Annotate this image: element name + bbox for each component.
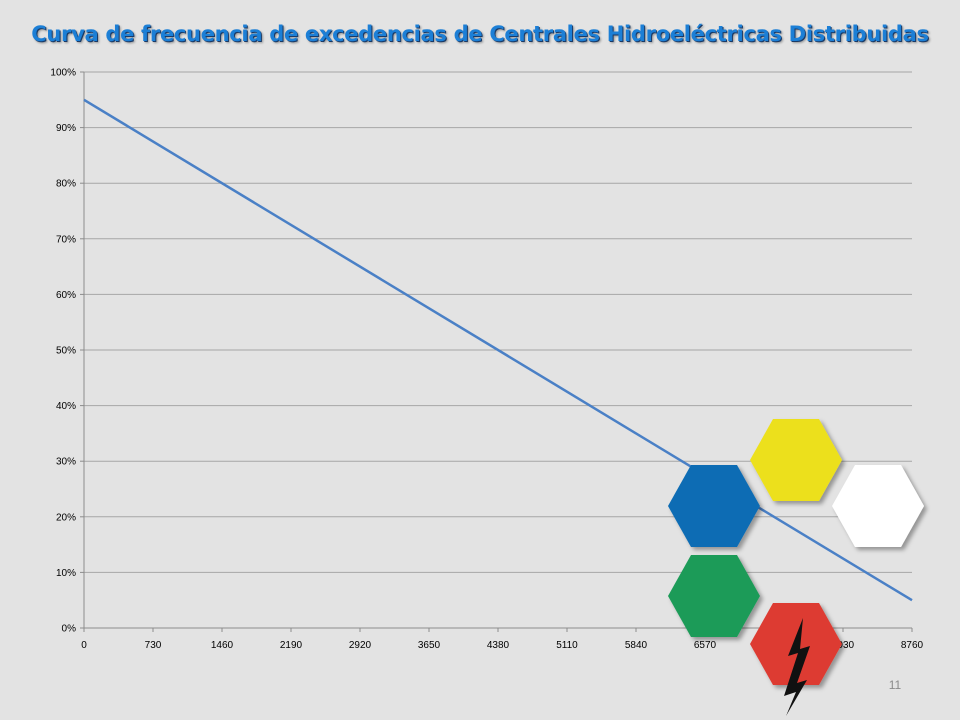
slide-number: 11 <box>888 678 902 692</box>
x-tick-label: 1460 <box>211 640 234 651</box>
x-tick-label: 730 <box>145 640 162 651</box>
x-tick-label: 2920 <box>349 640 372 651</box>
y-tick-label: 50% <box>56 346 76 357</box>
lightning-bolt-icon <box>784 618 810 716</box>
y-tick-label: 20% <box>56 512 76 523</box>
y-tick-labels: 0% 10% 20% 30% 40% 50% 60% 70% 80% 90% 100% <box>50 68 76 635</box>
y-tick-label: 30% <box>56 457 76 468</box>
x-tick-label: 8760 <box>901 640 924 651</box>
slide-title: Curva de frecuencia de excedencias de Ce… <box>31 22 929 46</box>
y-tick-label: 80% <box>56 179 76 190</box>
x-tick-label: 5110 <box>556 640 578 651</box>
x-tick-label: 4380 <box>487 640 510 651</box>
x-tick-label: 2190 <box>280 640 303 651</box>
x-tick-label: 5840 <box>625 640 648 651</box>
hexagon-cluster-lightning-logo <box>668 419 924 716</box>
hex-yellow <box>750 419 842 501</box>
series-line <box>83 98 913 602</box>
y-tick-label: 100% <box>50 68 76 79</box>
x-tick-label: 8030 <box>832 640 855 651</box>
y-tick-label: 40% <box>56 401 76 412</box>
x-tick-label: 6570 <box>694 640 717 651</box>
hex-blue <box>668 465 760 547</box>
series-layer <box>83 98 913 602</box>
x-tick-labels: 0730146021902920365043805110584065707300… <box>81 640 923 651</box>
y-tick-label: 0% <box>62 624 77 635</box>
y-tick-label: 10% <box>56 568 76 579</box>
hex-green <box>668 555 760 637</box>
y-tick-label: 60% <box>56 290 76 301</box>
x-tick-label: 3650 <box>418 640 441 651</box>
x-tick-label: 0 <box>81 640 87 651</box>
y-tick-label: 70% <box>56 234 76 245</box>
hex-white <box>832 465 924 547</box>
y-tick-label: 90% <box>56 123 76 134</box>
